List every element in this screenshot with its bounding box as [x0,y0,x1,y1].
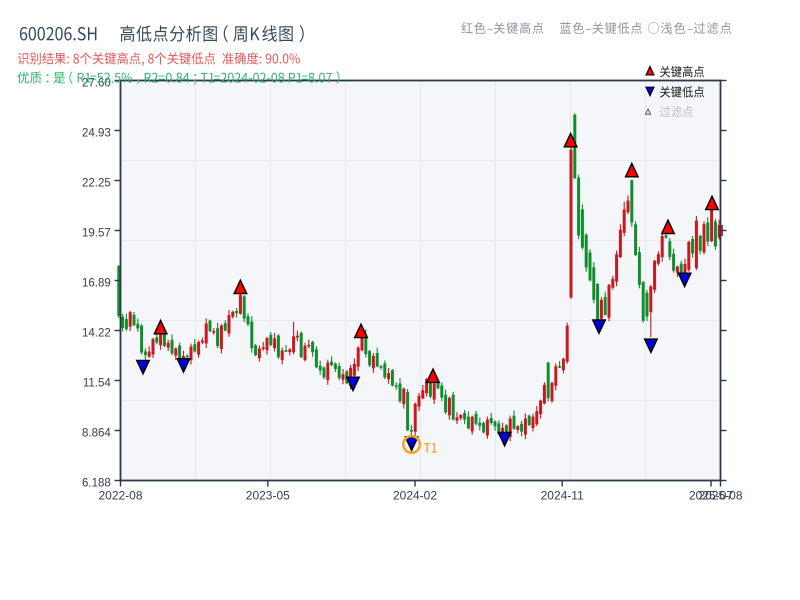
svg-text:2022-08: 2022-08 [98,489,142,503]
svg-text:22.25: 22.25 [82,178,111,190]
svg-text:8.864: 8.864 [82,428,111,440]
svg-text:11.54: 11.54 [83,378,112,390]
svg-text:2023-05: 2023-05 [246,489,290,503]
svg-text:24.93: 24.93 [82,128,111,140]
svg-text:19.57: 19.57 [82,228,111,240]
svg-text:2024-02: 2024-02 [393,489,437,503]
svg-text:6.188: 6.188 [82,478,111,490]
svg-text:2025-07: 2025-07 [689,489,733,503]
svg-text:14.22: 14.22 [82,328,111,340]
svg-text:16.89: 16.89 [82,278,111,290]
svg-text:2025-08: 2025-08 [698,489,742,503]
svg-text:2024-11: 2024-11 [541,489,584,503]
svg-text:27.60: 27.60 [82,78,111,90]
